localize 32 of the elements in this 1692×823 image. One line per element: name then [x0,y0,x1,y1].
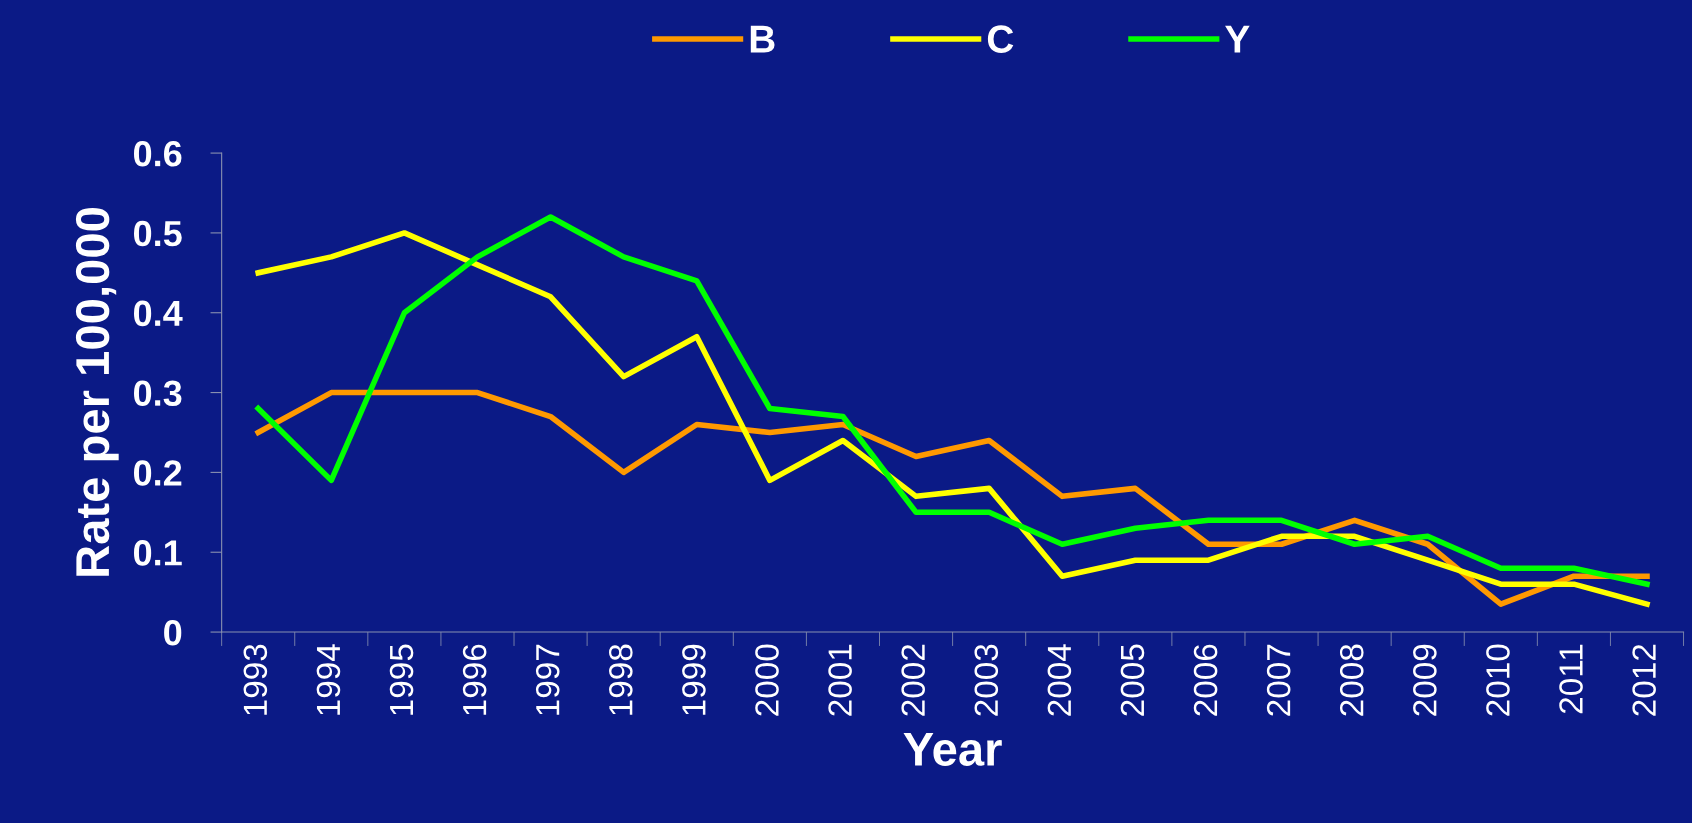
x-tick-label: 1998 [609,644,633,715]
y-tick-label: 0.2 [134,460,182,486]
legend-label: B [750,25,775,53]
x-tick-label: 1999 [682,644,706,715]
x-tick-label: 2012 [1632,644,1656,716]
x-tick-label: 1995 [389,644,414,715]
x-tick-label: 2006 [1193,644,1218,716]
x-tick-label: 2008 [1339,644,1364,716]
y-tick-label: 0.1 [134,540,182,566]
x-axis-title: Year [903,732,1002,766]
x-tick-label: 2010 [1486,644,1510,716]
x-tick-label: 1994 [316,644,341,715]
x-tick-label: 1993 [243,644,268,715]
x-tick-label: 1996 [462,644,487,715]
x-tick-label: 2007 [1266,644,1291,716]
x-tick-label: 2009 [1413,644,1437,716]
y-axis-title: Rate per 100,000 [75,208,119,576]
x-tick-label: 1997 [535,644,560,715]
y-tick-label: 0.6 [134,140,182,167]
x-tick-label: 2001 [828,644,852,716]
x-tick-label: 2005 [1120,644,1145,716]
x-tick-label: 2004 [1047,644,1072,716]
legend-label: C [987,25,1014,53]
x-tick-label: 2011 [1559,644,1583,714]
x-tick-label: 2000 [755,644,779,716]
y-tick-label: 0.4 [134,300,183,327]
y-tick-label: 0.5 [134,220,182,247]
x-tick-label: 2003 [974,644,999,716]
y-tick-label: 0 [164,619,182,646]
x-tick-label: 2002 [901,644,925,716]
y-tick-label: 0.3 [134,380,182,407]
legend-label: Y [1225,25,1250,53]
